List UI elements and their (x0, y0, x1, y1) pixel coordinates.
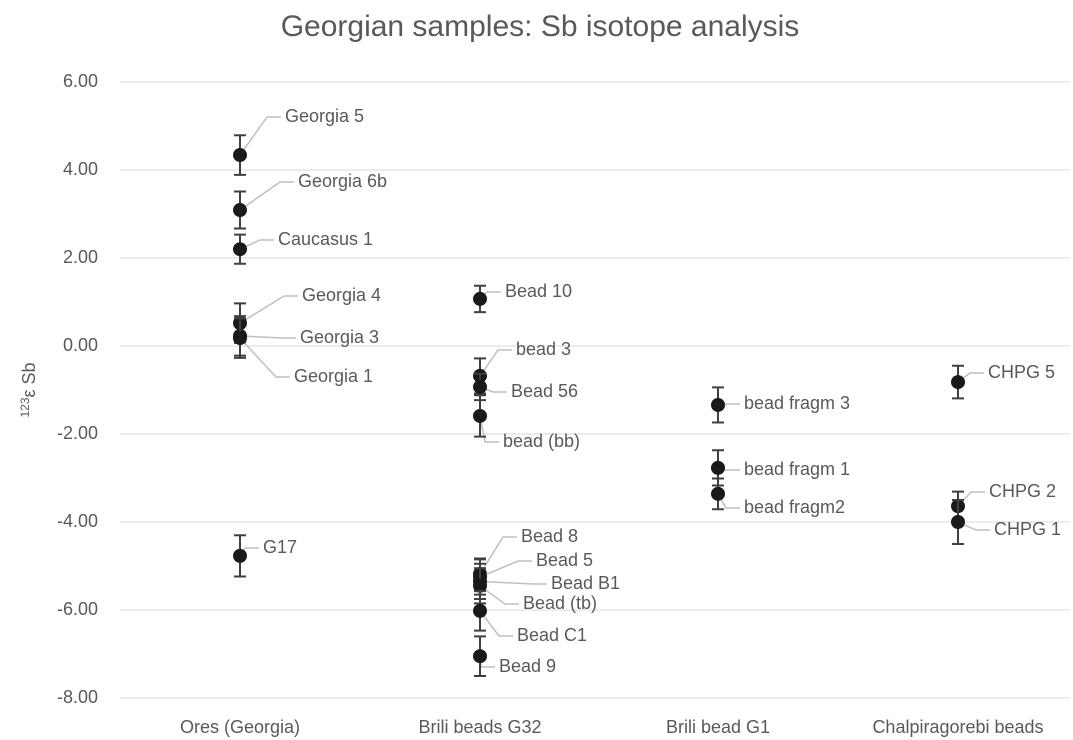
leader-line (479, 536, 517, 575)
leader-line (239, 295, 298, 324)
point-label: CHPG 2 (989, 481, 1056, 501)
leader-line (479, 560, 532, 578)
point (711, 397, 725, 412)
point (473, 649, 487, 664)
point (473, 408, 487, 423)
point-label: Bead 9 (499, 656, 556, 676)
point-label: Bead 5 (536, 550, 593, 570)
y-tick-label: 0.00 (63, 335, 98, 355)
point (473, 291, 487, 306)
y-axis-label-superscript: 123 (18, 397, 32, 417)
point (233, 242, 247, 257)
point-label: Bead (tb) (523, 593, 597, 613)
leader-line (479, 349, 512, 377)
point (951, 375, 965, 390)
point-label: Georgia 5 (285, 106, 364, 126)
leader-line (239, 239, 274, 250)
point-label: Caucasus 1 (278, 229, 373, 249)
leader-line (239, 335, 296, 339)
point-label: Georgia 3 (300, 327, 379, 347)
y-tick-label: 6.00 (63, 71, 98, 91)
leader-line (239, 181, 294, 211)
y-axis-label-text: ε Sb (19, 362, 39, 397)
y-tick-label: 4.00 (63, 159, 98, 179)
point-label: Georgia 6b (298, 171, 387, 191)
point-label: Georgia 1 (294, 366, 373, 386)
point (711, 460, 725, 475)
point-label: Bead C1 (517, 625, 587, 645)
chart-title: Georgian samples: Sb isotope analysis (281, 10, 800, 43)
point (473, 379, 487, 394)
y-tick-label: -4.00 (57, 511, 98, 531)
y-tick-label: -2.00 (57, 423, 98, 443)
leader-line (479, 415, 499, 443)
point-label: CHPG 5 (988, 362, 1055, 382)
point-label: G17 (263, 537, 297, 557)
leader-line (239, 337, 290, 378)
y-tick-label: -8.00 (57, 687, 98, 707)
leader-line (479, 585, 519, 605)
x-tick-label: Brili bead G1 (666, 717, 770, 737)
point-label: Georgia 4 (302, 285, 381, 305)
point-label: Bead 56 (511, 381, 578, 401)
x-tick-label: Brili beads G32 (418, 717, 541, 737)
point (233, 148, 247, 163)
point-label: bead fragm 3 (744, 393, 850, 413)
point (233, 331, 247, 346)
point-label: bead 3 (516, 339, 571, 359)
point-label: bead (bb) (503, 431, 580, 451)
y-axis-label: 123ε Sb (18, 362, 39, 417)
leader-line (479, 610, 513, 637)
point-label: Bead B1 (551, 573, 620, 593)
point (233, 203, 247, 218)
point (233, 548, 247, 563)
point (951, 515, 965, 529)
point-label: Bead 10 (505, 281, 572, 301)
y-tick-label: 2.00 (63, 247, 98, 267)
point (711, 486, 725, 501)
leader-line (239, 116, 281, 156)
point-label: Bead 8 (521, 526, 578, 546)
leader-line (479, 580, 547, 585)
y-tick-label: -6.00 (57, 599, 98, 619)
point (473, 578, 487, 593)
x-tick-label: Chalpiragorebi beads (872, 717, 1043, 737)
x-tick-label: Ores (Georgia) (180, 717, 300, 737)
point (473, 603, 487, 618)
point-label: CHPG 1 (994, 519, 1061, 539)
point-label: bead fragm 1 (744, 459, 850, 479)
point-label: bead fragm2 (744, 497, 845, 517)
